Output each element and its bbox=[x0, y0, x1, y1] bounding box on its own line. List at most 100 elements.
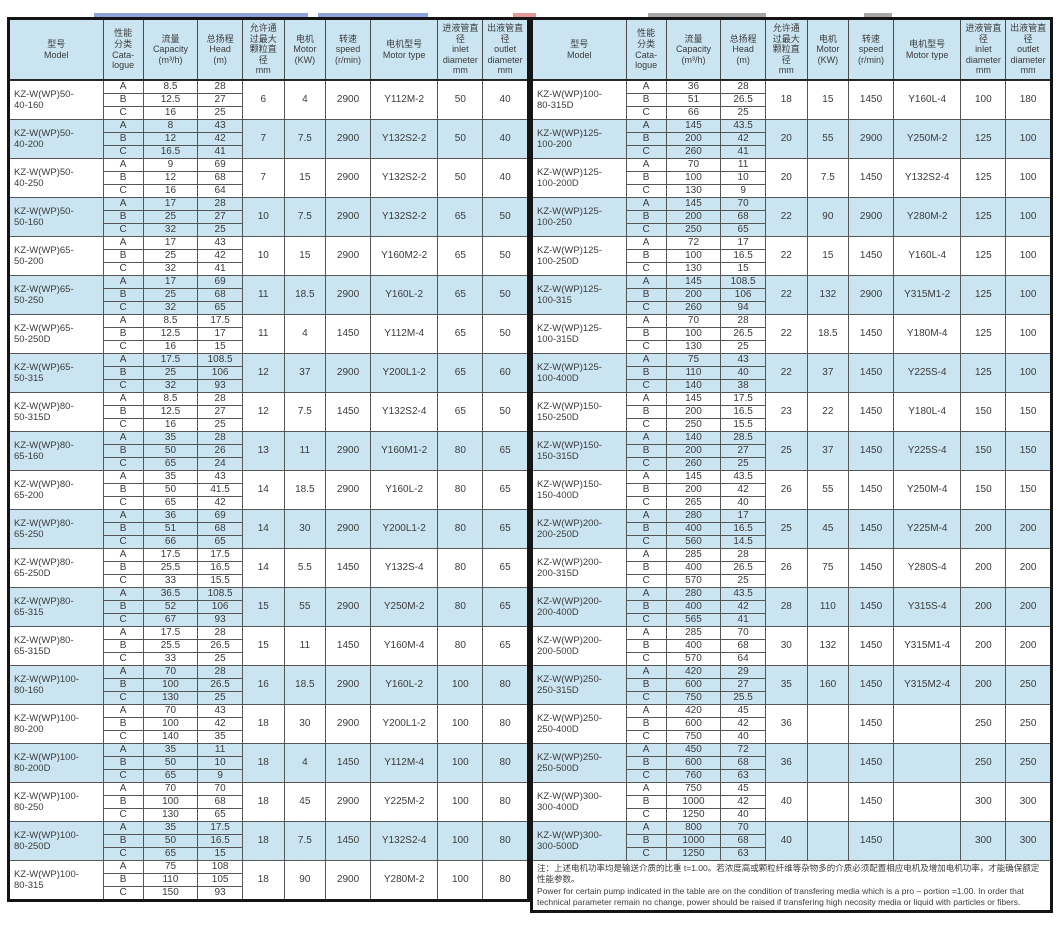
outlet-cell: 150 bbox=[1005, 392, 1052, 433]
outlet-cell: 200 bbox=[1005, 626, 1052, 667]
speed-cell: 1450 bbox=[325, 626, 371, 667]
speed-cell: 2900 bbox=[325, 509, 371, 550]
catalogue-cell: B bbox=[625, 483, 667, 498]
head-cell: 63 bbox=[720, 847, 766, 862]
capacity-cell: 420 bbox=[665, 665, 722, 680]
capacity-cell: 9 bbox=[142, 158, 199, 173]
model-cell: KZ-W(WP)100- 80-200D bbox=[8, 743, 104, 784]
table-row: KZ-W(WP)150- 150-400D A 145 43.5 26 55 1450 Y250… bbox=[531, 470, 1052, 511]
speed-cell: 1450 bbox=[325, 821, 371, 862]
capacity-cell: 12 bbox=[142, 132, 199, 147]
head-cell: 17.5 bbox=[197, 821, 243, 836]
model-cell: KZ-W(WP)80- 65-250D bbox=[8, 548, 104, 589]
table-row: KZ-W(WP)100- 80-315D A 36 28 18 15 1450 Y160L-4 1… bbox=[531, 79, 1052, 121]
capacity-cell: 100 bbox=[142, 717, 199, 732]
catalogue-cell: C bbox=[102, 808, 144, 823]
inlet-cell: 100 bbox=[437, 704, 484, 745]
model-cell: KZ-W(WP)50- 40-250 bbox=[8, 158, 104, 199]
head-cell: 35 bbox=[197, 730, 243, 745]
motor-type-cell: Y132S-4 bbox=[369, 548, 439, 589]
table-row: C 130 65 bbox=[9, 808, 529, 823]
capacity-cell: 150 bbox=[142, 886, 199, 902]
catalogue-cell: A bbox=[102, 704, 144, 719]
capacity-cell: 750 bbox=[665, 691, 722, 706]
head-cell: 70 bbox=[720, 821, 766, 836]
head-cell: 108.5 bbox=[197, 587, 243, 602]
catalogue-cell: B bbox=[102, 678, 144, 693]
particle-cell: 22 bbox=[764, 236, 808, 277]
table-row: KZ-W(WP)80- 65-250D A 17.5 17.5 14 5.5 1450 Y132… bbox=[8, 548, 529, 589]
speed-cell: 1450 bbox=[848, 353, 894, 394]
speed-cell: 1450 bbox=[848, 470, 894, 511]
outlet-cell: 200 bbox=[1005, 548, 1052, 589]
particle-cell: 40 bbox=[764, 821, 808, 862]
model-cell: KZ-W(WP)100- 80-250 bbox=[8, 782, 104, 823]
head-cell: 40 bbox=[720, 730, 766, 745]
table-row: B 12 42 bbox=[9, 132, 529, 147]
head-cell: 25 bbox=[720, 574, 766, 589]
table-row: KZ-W(WP)100- 80-200 A 70 43 18 30 2900 Y200L1-2 1… bbox=[8, 704, 529, 745]
capacity-cell: 50 bbox=[142, 834, 199, 849]
table-row: KZ-W(WP)150- 150-315D A 140 28.5 25 37 1450 Y225… bbox=[531, 431, 1052, 472]
catalogue-cell: B bbox=[625, 288, 667, 303]
table-row: B 200 68 bbox=[532, 210, 1052, 225]
catalogue-cell: A bbox=[625, 821, 667, 836]
catalogue-cell: A bbox=[102, 314, 144, 329]
inlet-cell: 65 bbox=[437, 275, 484, 316]
model-cell: KZ-W(WP)125- 100-250D bbox=[531, 236, 627, 277]
catalogue-cell: B bbox=[625, 717, 667, 732]
speed-cell: 1450 bbox=[848, 704, 894, 745]
head-cell: 25 bbox=[197, 223, 243, 238]
inlet-cell: 125 bbox=[960, 158, 1007, 199]
catalogue-cell: B bbox=[102, 795, 144, 810]
table-row: C 570 64 bbox=[532, 652, 1052, 667]
model-cell: KZ-W(WP)200- 200-250D bbox=[531, 509, 627, 550]
model-cell: KZ-W(WP)250- 250-315D bbox=[531, 665, 627, 706]
capacity-cell: 16.5 bbox=[142, 145, 199, 160]
model-cell: KZ-W(WP)80- 50-315D bbox=[8, 392, 104, 433]
head-cell: 41 bbox=[197, 145, 243, 160]
capacity-cell: 25 bbox=[142, 210, 199, 225]
column-header-head: 总扬程 Head (m) bbox=[720, 18, 766, 82]
motor-cell: 30 bbox=[283, 509, 327, 550]
motor-cell: 18.5 bbox=[283, 665, 327, 706]
head-cell: 42 bbox=[720, 795, 766, 810]
head-cell: 69 bbox=[197, 158, 243, 173]
capacity-cell: 145 bbox=[665, 119, 722, 134]
capacity-cell: 400 bbox=[665, 600, 722, 615]
head-cell: 68 bbox=[197, 522, 243, 537]
table-row: B 50 10 bbox=[9, 756, 529, 771]
table-row: C 260 41 bbox=[532, 145, 1052, 160]
catalogue-cell: A bbox=[625, 275, 667, 290]
head-cell: 41 bbox=[197, 262, 243, 277]
table-row: KZ-W(WP)80- 65-315 A 36.5 108.5 15 55 2900 Y250M… bbox=[8, 587, 529, 628]
catalogue-cell: A bbox=[625, 119, 667, 134]
particle-cell: 22 bbox=[764, 197, 808, 238]
column-header-inlet: 进液管直径 inlet diameter mm bbox=[437, 18, 484, 82]
capacity-cell: 33 bbox=[142, 574, 199, 589]
capacity-cell: 1000 bbox=[665, 795, 722, 810]
capacity-cell: 50 bbox=[142, 444, 199, 459]
motor-cell: 160 bbox=[806, 665, 850, 706]
catalogue-cell: B bbox=[102, 834, 144, 849]
catalogue-cell: A bbox=[625, 626, 667, 641]
model-cell: KZ-W(WP)250- 250-400D bbox=[531, 704, 627, 745]
inlet-cell: 125 bbox=[960, 314, 1007, 355]
capacity-cell: 17.5 bbox=[142, 548, 199, 563]
capacity-cell: 100 bbox=[665, 327, 722, 342]
table-row: KZ-W(WP)200- 200-400D A 280 43.5 28 110 1450 Y31… bbox=[531, 587, 1052, 628]
head-cell: 25.5 bbox=[720, 691, 766, 706]
table-row: KZ-W(WP)65- 50-200 A 17 43 10 15 2900 Y160M2-2 65… bbox=[8, 236, 529, 277]
capacity-cell: 600 bbox=[665, 717, 722, 732]
catalogue-cell: B bbox=[625, 249, 667, 264]
motor-type-cell: Y225M-4 bbox=[892, 509, 962, 550]
particle-cell: 7 bbox=[241, 119, 285, 160]
inlet-cell: 100 bbox=[437, 743, 484, 784]
head-cell: 28 bbox=[197, 79, 243, 95]
speed-cell: 2900 bbox=[325, 79, 371, 121]
capacity-cell: 32 bbox=[142, 379, 199, 394]
table-row: B 51 26.5 bbox=[532, 93, 1052, 108]
catalogue-cell: C bbox=[102, 379, 144, 394]
capacity-cell: 25 bbox=[142, 366, 199, 381]
particle-cell: 30 bbox=[764, 626, 808, 667]
